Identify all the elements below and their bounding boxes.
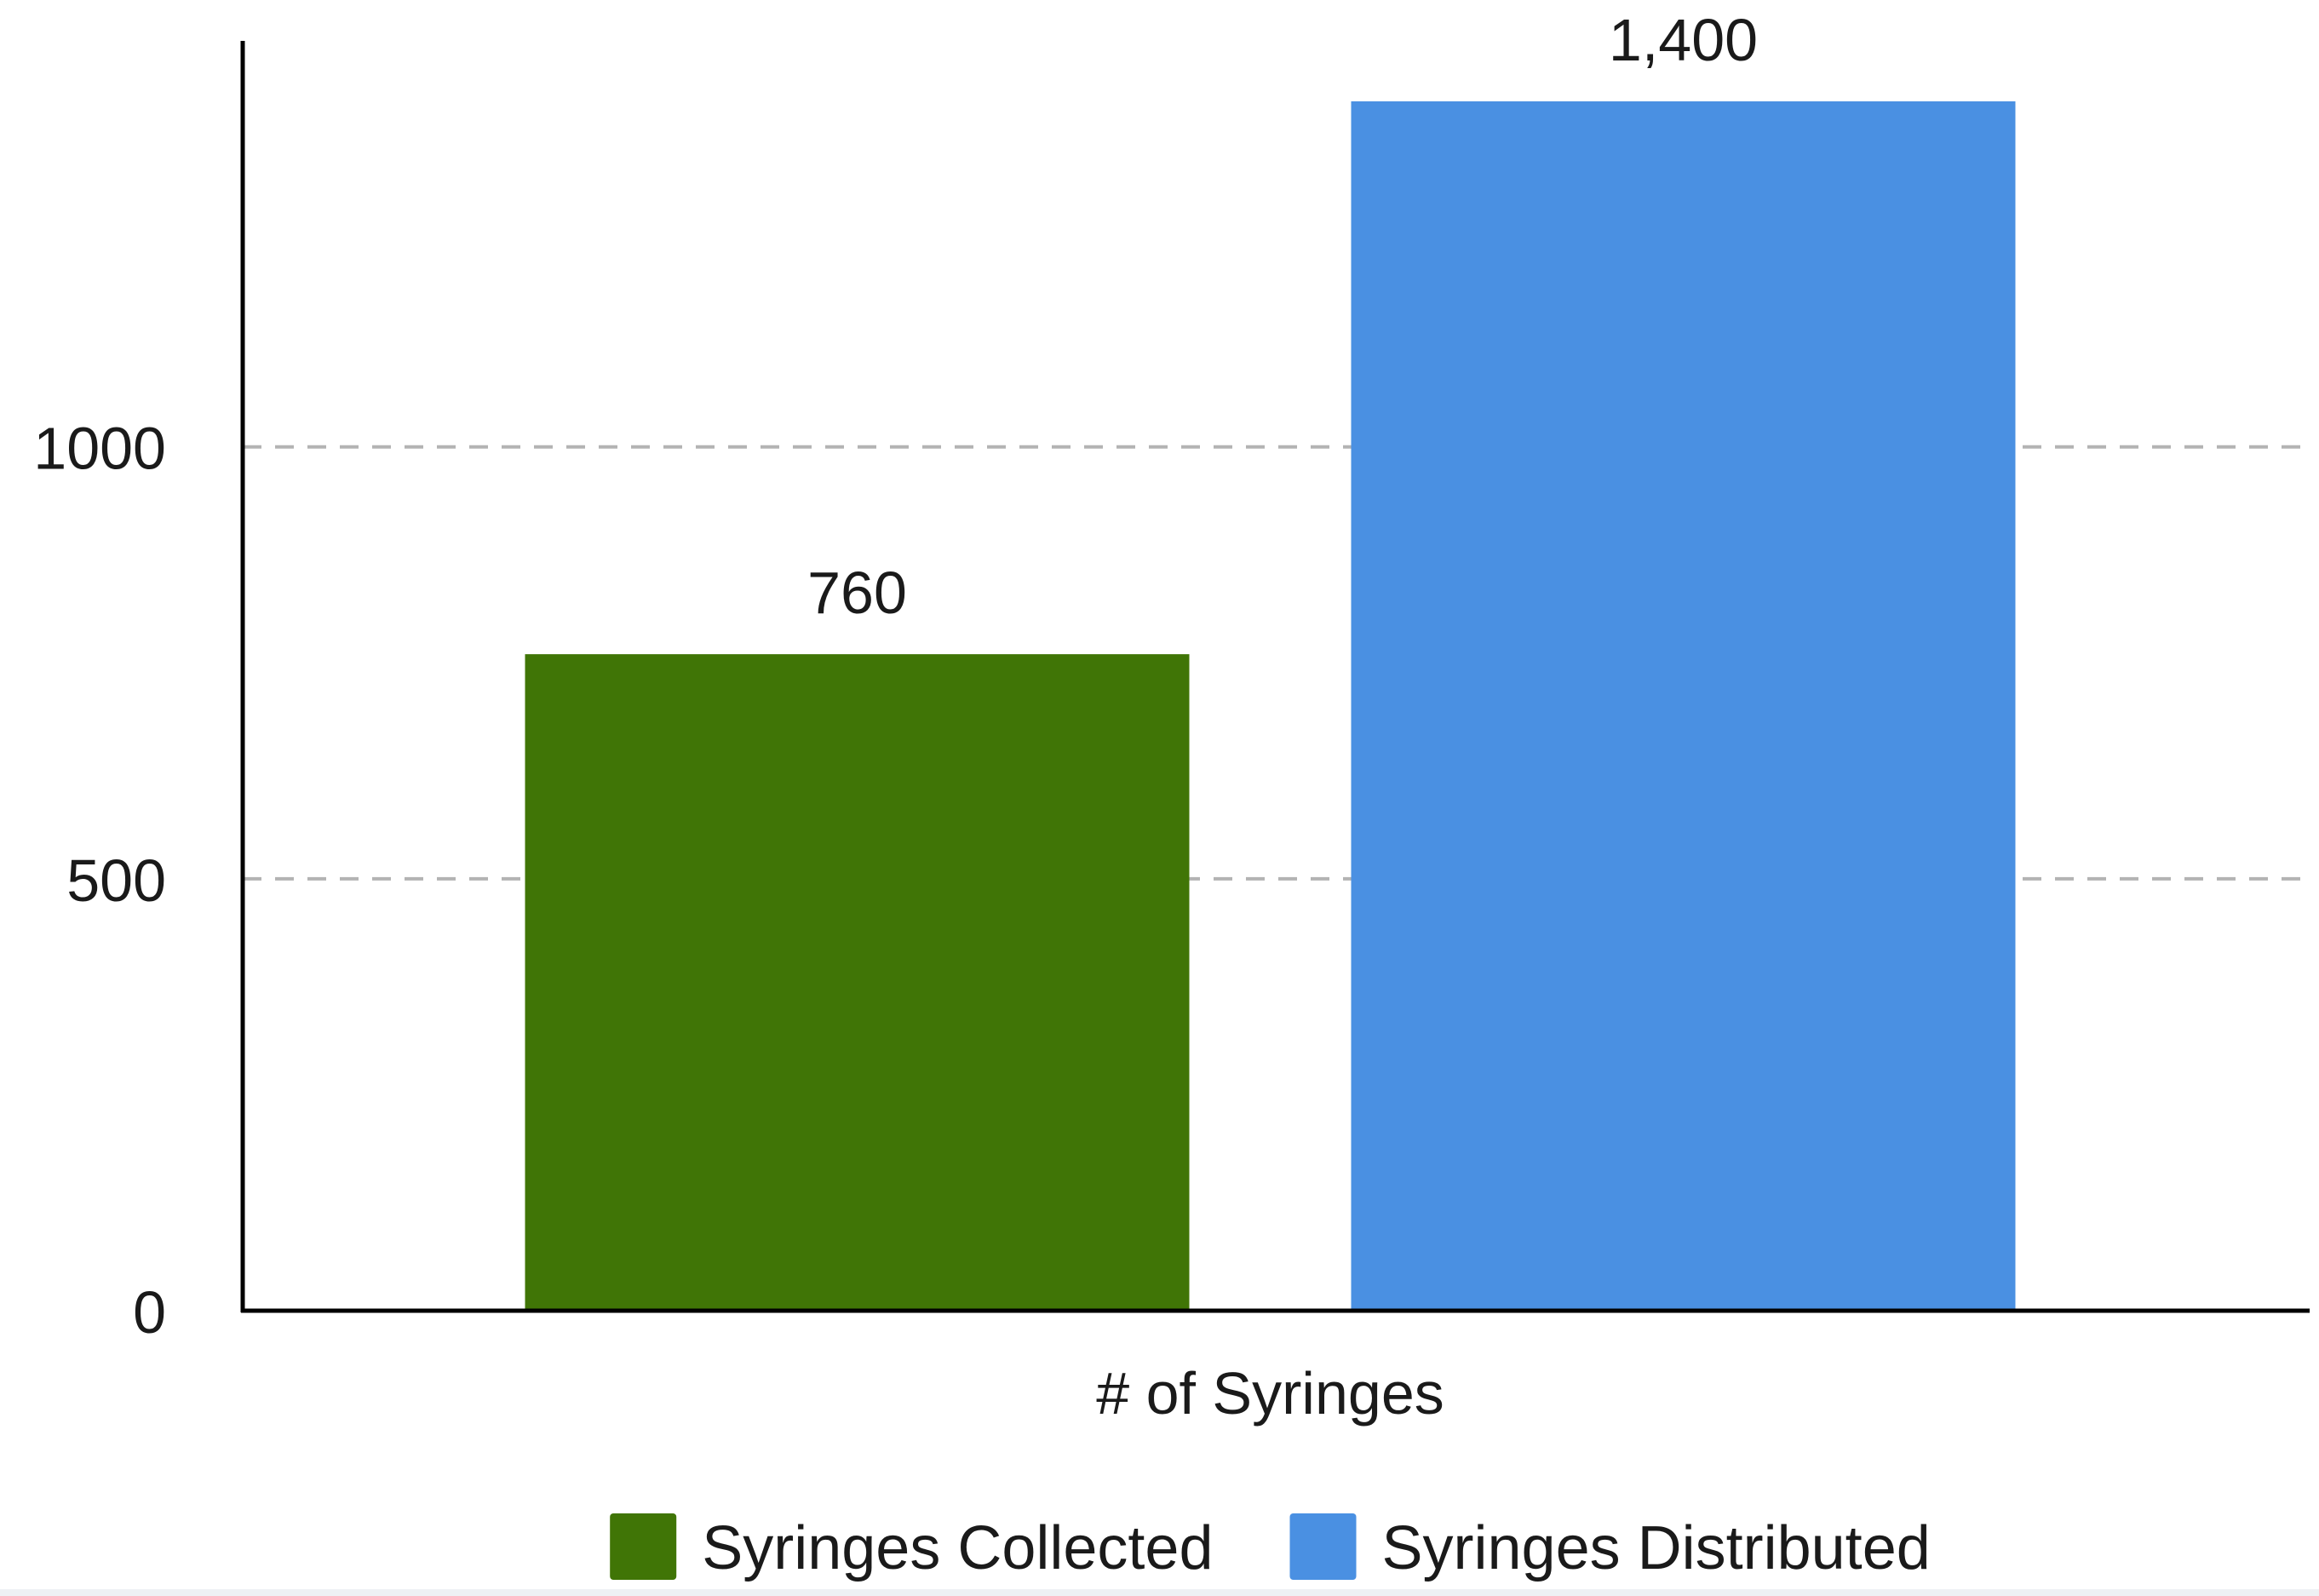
y-tick-label: 0 bbox=[133, 1279, 166, 1346]
bar bbox=[1351, 101, 2016, 1311]
legend-item: Syringes Collected bbox=[610, 1513, 1214, 1582]
legend: Syringes Collected Syringes Distributed bbox=[610, 1513, 1931, 1582]
legend-label: Syringes Distributed bbox=[1382, 1514, 1931, 1582]
legend-swatch bbox=[1289, 1513, 1357, 1580]
legend-swatch bbox=[610, 1513, 677, 1580]
y-axis-ticks: 0 500 1000 bbox=[33, 416, 166, 1346]
x-axis-label: # of Syringes bbox=[1096, 1360, 1444, 1427]
bar bbox=[525, 654, 1190, 1311]
y-tick-label: 500 bbox=[66, 847, 166, 914]
bar-value-label: 1,400 bbox=[1609, 7, 1758, 73]
legend-label: Syringes Collected bbox=[702, 1514, 1213, 1582]
y-tick-label: 1000 bbox=[33, 416, 166, 482]
bars bbox=[525, 101, 2016, 1311]
bottom-strip bbox=[0, 1589, 2319, 1596]
legend-item: Syringes Distributed bbox=[1289, 1513, 1931, 1582]
bar-value-label: 760 bbox=[807, 560, 907, 626]
bar-value-labels: 760 1,400 bbox=[807, 7, 1758, 626]
